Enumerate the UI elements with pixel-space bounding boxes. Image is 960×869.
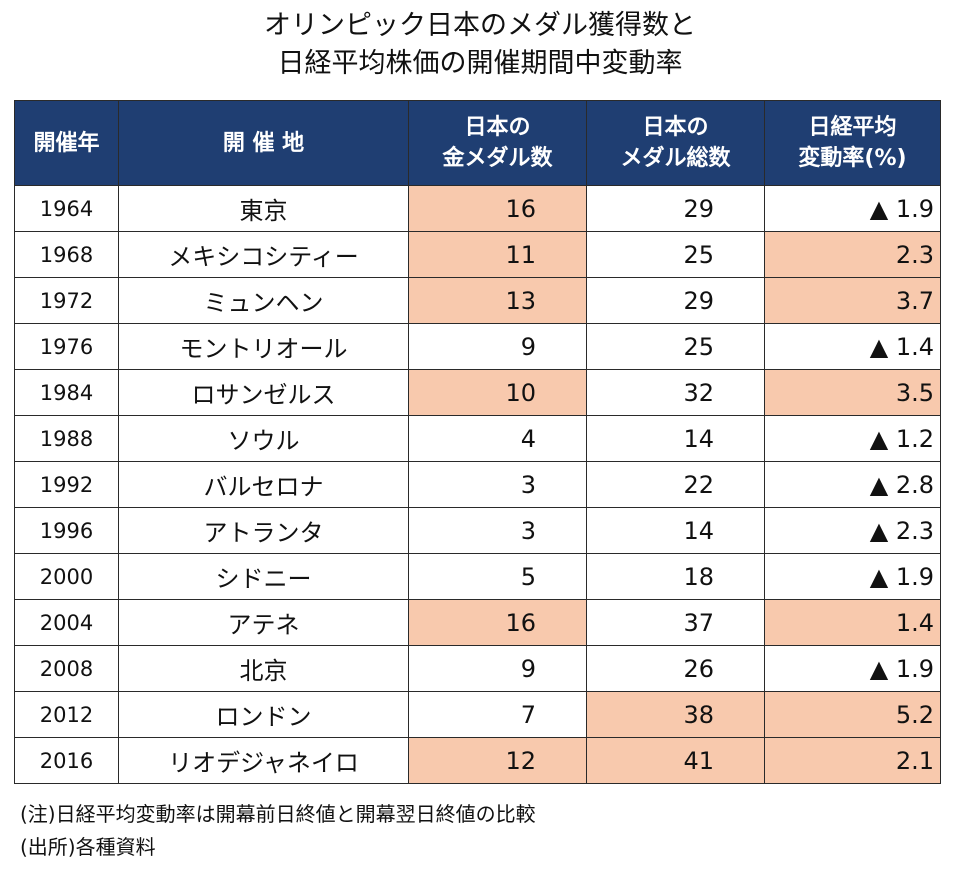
column-header-total-line-1: 日本の (642, 115, 709, 140)
cell-gold: 13 (408, 277, 587, 324)
cell-venue: メキシコシティー (118, 231, 409, 278)
column-header-rate: 日経平均変動率(%) (764, 100, 941, 186)
column-header-rate-line-2: 変動率(%) (798, 146, 907, 171)
cell-rate: ▲ 1.4 (764, 323, 941, 370)
cell-venue: アトランタ (118, 507, 409, 554)
cell-gold: 3 (408, 461, 587, 508)
cell-gold: 16 (408, 185, 587, 232)
table-header: 開催年開 催 地日本の 金メダル数 日本の メダル総数 日経平均 変動率(%) (14, 100, 941, 186)
cell-total: 25 (586, 231, 765, 278)
cell-total: 37 (586, 599, 765, 646)
cell-year: 1964 (14, 185, 119, 232)
footnote: (注)日経平均変動率は開幕前日終値と開幕翌日終値の比較 (20, 802, 536, 826)
table-row: 1972 ミュンヘン 13 29 3.7 (14, 277, 941, 324)
table-row: 1976 モントリオール 9 25 ▲ 1.4 (14, 323, 941, 370)
medal-nikkei-table: 開催年開 催 地日本の 金メダル数 日本の メダル総数 日経平均 変動率(%) 1964 東… (14, 100, 941, 784)
table-row: 1964 東京 16 29 ▲ 1.9 (14, 185, 941, 232)
cell-venue: 北京 (118, 645, 409, 692)
header-row: 開催年開 催 地日本の 金メダル数 日本の メダル総数 日経平均 変動率(%) (14, 100, 941, 186)
cell-venue: ミュンヘン (118, 277, 409, 324)
cell-gold: 12 (408, 737, 587, 784)
cell-venue: 東京 (118, 185, 409, 232)
cell-total: 26 (586, 645, 765, 692)
cell-total: 14 (586, 507, 765, 554)
cell-total: 25 (586, 323, 765, 370)
column-header-rate-line-1: 日経平均 (808, 115, 897, 140)
cell-rate: ▲ 1.9 (764, 645, 941, 692)
column-header-year-line-1: 開催年 (33, 130, 100, 156)
cell-year: 1988 (14, 415, 119, 462)
cell-year: 1984 (14, 369, 119, 416)
cell-rate: ▲ 2.3 (764, 507, 941, 554)
cell-venue: シドニー (118, 553, 409, 600)
cell-rate: 5.2 (764, 691, 941, 738)
cell-year: 1976 (14, 323, 119, 370)
table-row: 2004 アテネ 16 37 1.4 (14, 599, 941, 646)
table-row: 2000 シドニー 5 18 ▲ 1.9 (14, 553, 941, 600)
cell-total: 14 (586, 415, 765, 462)
cell-gold: 7 (408, 691, 587, 738)
chart-title-line-1: オリンピック日本のメダル獲得数と (264, 10, 696, 41)
cell-rate: 3.7 (764, 277, 941, 324)
cell-gold: 10 (408, 369, 587, 416)
cell-venue: ソウル (118, 415, 409, 462)
cell-total: 18 (586, 553, 765, 600)
cell-gold: 4 (408, 415, 587, 462)
cell-year: 2008 (14, 645, 119, 692)
table-row: 1968 メキシコシティー 11 25 2.3 (14, 231, 941, 278)
cell-total: 29 (586, 185, 765, 232)
cell-total: 29 (586, 277, 765, 324)
table-row: 1988 ソウル 4 14 ▲ 1.2 (14, 415, 941, 462)
cell-total: 22 (586, 461, 765, 508)
chart-title-line-2: 日経平均株価の開催期間中変動率 (277, 48, 683, 79)
cell-gold: 9 (408, 323, 587, 370)
cell-year: 1968 (14, 231, 119, 278)
table-row: 2012 ロンドン 7 38 5.2 (14, 691, 941, 738)
cell-year: 2004 (14, 599, 119, 646)
cell-rate: ▲ 1.9 (764, 553, 941, 600)
cell-rate: 2.1 (764, 737, 941, 784)
column-header-year: 開催年 (14, 100, 119, 186)
cell-rate: 2.3 (764, 231, 941, 278)
cell-venue: ロサンゼルス (118, 369, 409, 416)
cell-venue: ロンドン (118, 691, 409, 738)
cell-year: 1992 (14, 461, 119, 508)
cell-year: 2000 (14, 553, 119, 600)
table-body: 1964 東京 16 29 ▲ 1.9 1968 メキシコシティー 11 25 2.3 1972 ミュ… (14, 185, 941, 784)
cell-rate: ▲ 1.9 (764, 185, 941, 232)
column-header-total-line-2: メダル総数 (620, 146, 731, 171)
cell-total: 32 (586, 369, 765, 416)
cell-gold: 9 (408, 645, 587, 692)
column-header-total: 日本の メダル総数 (586, 100, 765, 186)
cell-venue: モントリオール (118, 323, 409, 370)
cell-year: 2012 (14, 691, 119, 738)
cell-gold: 16 (408, 599, 587, 646)
column-header-gold: 日本の 金メダル数 (408, 100, 587, 186)
table-row: 2016 リオデジャネイロ 12 41 2.1 (14, 737, 941, 784)
table-row: 1992 バルセロナ 3 22 ▲ 2.8 (14, 461, 941, 508)
cell-gold: 11 (408, 231, 587, 278)
cell-rate: 1.4 (764, 599, 941, 646)
column-header-venue-line-1: 開 催 地 (222, 130, 305, 156)
cell-venue: バルセロナ (118, 461, 409, 508)
cell-rate: ▲ 1.2 (764, 415, 941, 462)
cell-gold: 3 (408, 507, 587, 554)
column-header-gold-line-2: 金メダル数 (442, 146, 553, 171)
cell-venue: リオデジャネイロ (118, 737, 409, 784)
cell-rate: 3.5 (764, 369, 941, 416)
cell-rate: ▲ 2.8 (764, 461, 941, 508)
table-row: 1996 アトランタ 3 14 ▲ 2.3 (14, 507, 941, 554)
table-row: 1984 ロサンゼルス 10 32 3.5 (14, 369, 941, 416)
cell-year: 1972 (14, 277, 119, 324)
cell-year: 2016 (14, 737, 119, 784)
cell-venue: アテネ (118, 599, 409, 646)
cell-year: 1996 (14, 507, 119, 554)
cell-total: 38 (586, 691, 765, 738)
column-header-gold-line-1: 日本の (464, 115, 531, 140)
column-header-venue: 開 催 地 (118, 100, 409, 186)
cell-total: 41 (586, 737, 765, 784)
cell-gold: 5 (408, 553, 587, 600)
table-row: 2008 北京 9 26 ▲ 1.9 (14, 645, 941, 692)
source-note: (出所)各種資料 (20, 835, 156, 859)
